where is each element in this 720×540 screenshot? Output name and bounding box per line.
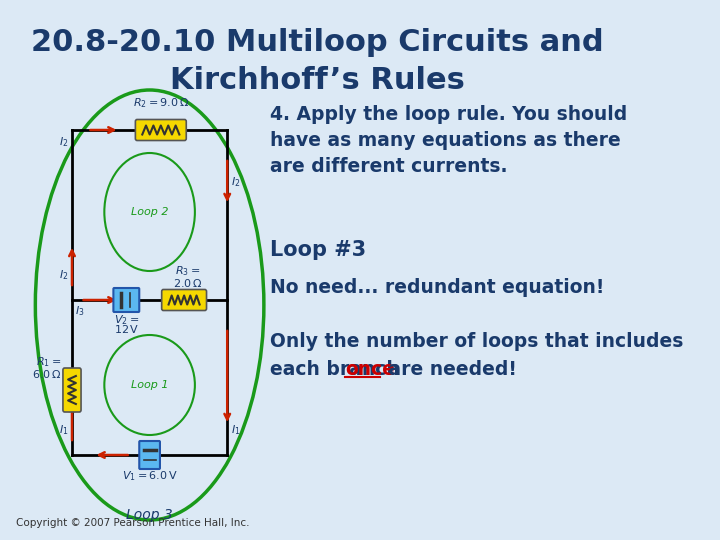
Text: $2.0\,\Omega$: $2.0\,\Omega$ [173,277,202,289]
Text: $I_2$: $I_2$ [59,135,68,149]
Text: $I_1$: $I_1$ [59,423,68,437]
FancyBboxPatch shape [63,368,81,412]
Text: No need... redundant equation!: No need... redundant equation! [270,278,605,297]
Text: Loop 1: Loop 1 [131,380,168,390]
Text: $I_1$: $I_1$ [230,423,240,437]
FancyBboxPatch shape [162,289,207,310]
Text: $I_3$: $I_3$ [76,304,85,318]
Text: $R_2 = 9.0\,\Omega$: $R_2 = 9.0\,\Omega$ [132,96,189,110]
Text: $12\,\mathrm{V}$: $12\,\mathrm{V}$ [114,323,139,335]
Text: $I_2$: $I_2$ [230,175,240,189]
FancyBboxPatch shape [113,288,139,312]
Text: $6.0\,\Omega$: $6.0\,\Omega$ [32,368,62,380]
Text: Loop 2: Loop 2 [131,207,168,217]
Text: once: once [346,360,395,379]
FancyBboxPatch shape [135,119,186,140]
Text: Loop #3: Loop #3 [270,240,366,260]
Text: $I_2$: $I_2$ [59,268,68,282]
Text: Only the number of loops that includes: Only the number of loops that includes [270,332,684,351]
Text: Copyright © 2007 Pearson Prentice Hall, Inc.: Copyright © 2007 Pearson Prentice Hall, … [16,518,249,528]
Text: 4. Apply the loop rule. You should
have as many equations as there
are different: 4. Apply the loop rule. You should have … [270,105,628,176]
Text: are needed!: are needed! [382,360,516,379]
Text: $V_1 = 6.0\,\mathrm{V}$: $V_1 = 6.0\,\mathrm{V}$ [122,469,177,483]
Text: Kirchhoff’s Rules: Kirchhoff’s Rules [171,66,465,95]
Text: each branch: each branch [270,360,407,379]
Text: $R_1 =$: $R_1 =$ [36,355,62,369]
Text: $V_2 =$: $V_2 =$ [114,313,139,327]
FancyBboxPatch shape [139,441,160,469]
Text: Loop 3: Loop 3 [126,508,173,522]
Text: $R_3 =$: $R_3 =$ [175,264,200,278]
Text: 20.8-20.10 Multiloop Circuits and: 20.8-20.10 Multiloop Circuits and [32,28,604,57]
